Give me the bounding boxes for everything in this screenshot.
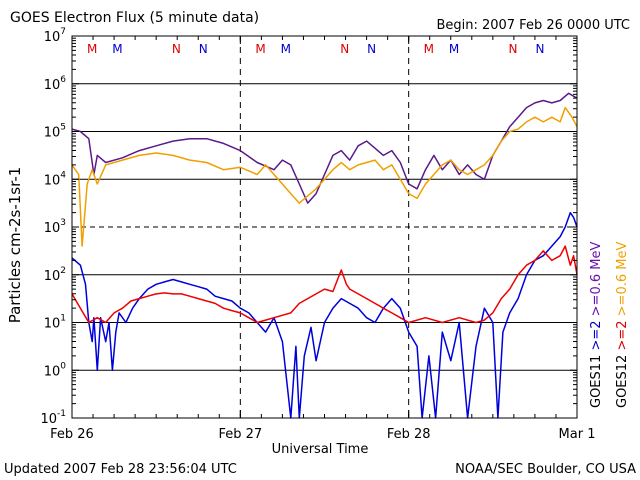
legend: GOES11 >=2 >=0.6 MeV GOES12 >=2 >=0.6 MeV — [589, 242, 630, 408]
x-tick-label: Mar 1 — [559, 427, 596, 442]
time-marker-label: M — [281, 42, 291, 56]
time-marker-label: N — [199, 42, 208, 56]
y-tick-label: 10-1 — [40, 409, 66, 427]
time-marker-label: M — [112, 42, 122, 56]
series-line-g11_2 — [71, 211, 578, 419]
time-marker-label: N — [367, 42, 376, 56]
y-tick-label: 105 — [44, 123, 66, 141]
y-tick-label: 106 — [44, 75, 67, 93]
y-axis-ticks: 10-1 100 101 102 103 104 105 106 107 — [40, 27, 577, 427]
y-tick-label: 100 — [44, 361, 67, 379]
credit-label: NOAA/SEC Boulder, CO USA — [455, 462, 636, 477]
y-tick-label: 107 — [44, 27, 66, 45]
time-marker-label: M — [449, 42, 459, 56]
time-marker-label: N — [172, 42, 181, 56]
time-marker-label: N — [535, 42, 544, 56]
legend-entry: GOES11 >=2 >=0.6 MeV — [589, 242, 604, 408]
y-tick-label: 102 — [44, 266, 66, 284]
series-line-g11_06 — [71, 92, 578, 204]
time-marker-label: M — [424, 42, 434, 56]
series-line-g12_06 — [71, 106, 578, 247]
time-marker-label: N — [340, 42, 349, 56]
updated-label: Updated 2007 Feb 28 23:56:04 UTC — [4, 462, 237, 477]
y-tick-label: 101 — [44, 314, 66, 332]
plot-series — [71, 92, 578, 419]
x-tick-label: Feb 28 — [387, 427, 431, 442]
y-axis-label: Particles cm-2s-1sr-1 — [6, 167, 24, 324]
series-line-g12_2 — [71, 245, 578, 324]
x-tick-label: Feb 26 — [50, 427, 94, 442]
x-axis-ticks: Feb 26 Feb 27 Feb 28 Mar 1 — [50, 36, 595, 442]
time-marker-label: M — [255, 42, 265, 56]
x-axis-label: Universal Time — [272, 442, 369, 457]
x-tick-label: Feb 27 — [218, 427, 262, 442]
begin-time-label: Begin: 2007 Feb 26 0000 UTC — [436, 18, 630, 33]
y-tick-label: 104 — [44, 170, 67, 188]
chart-title: GOES Electron Flux (5 minute data) — [10, 10, 259, 26]
legend-entry: GOES12 >=2 >=0.6 MeV — [615, 242, 630, 408]
time-marker-label: N — [509, 42, 518, 56]
time-marker-label: M — [87, 42, 97, 56]
y-tick-label: 103 — [44, 218, 66, 236]
